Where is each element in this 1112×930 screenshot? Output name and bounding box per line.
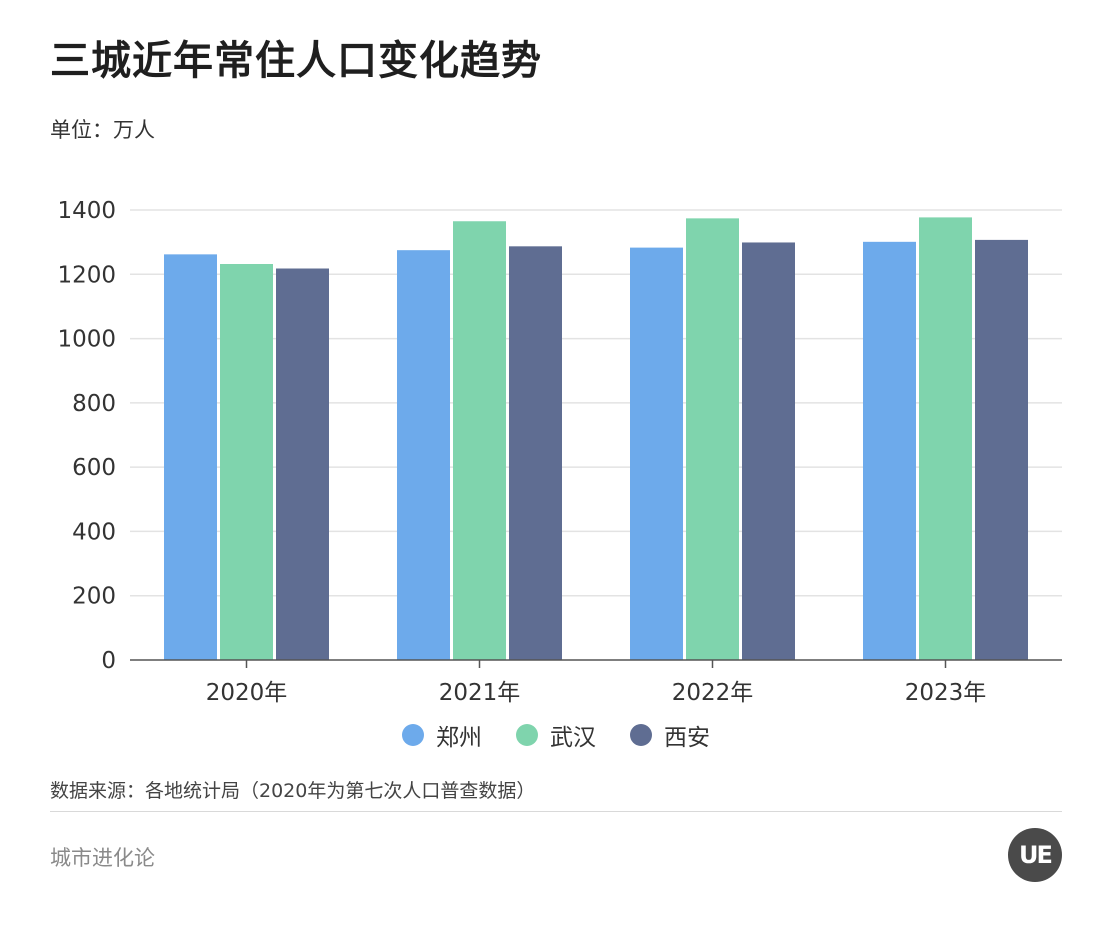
legend-dot-xian — [630, 724, 652, 746]
legend-dot-zhengzhou — [402, 724, 424, 746]
bar-1-0 — [397, 250, 450, 660]
bar-chart: 0 200 400 600 800 1000 1200 1400 2020年 2021年 2022年… — [57, 198, 1062, 706]
legend-item-wuhan: 武汉 — [516, 718, 596, 752]
y-tick-label: 1400 — [57, 198, 116, 224]
bar-3-0 — [863, 241, 916, 661]
bar-2-1 — [686, 218, 739, 660]
bar-1-1 — [453, 221, 506, 660]
x-tick-label: 2021年 — [439, 680, 521, 706]
legend-item-zhengzhou: 郑州 — [402, 718, 482, 752]
brand-name: 城市进化论 — [50, 846, 155, 870]
data-source-note: 数据来源：各地统计局（2020年为第七次人口普查数据） — [50, 780, 536, 802]
x-tick-label: 2022年 — [672, 680, 754, 706]
x-tick-label: 2023年 — [905, 680, 987, 706]
legend-label-wuhan: 武汉 — [550, 725, 596, 751]
bar-3-1 — [919, 217, 972, 660]
bar-2-0 — [630, 247, 683, 660]
footer-divider — [50, 811, 1062, 812]
brand-logo: UE — [1008, 828, 1062, 882]
bar-1-2 — [509, 246, 562, 661]
y-tick-label: 600 — [72, 455, 116, 481]
bar-2-2 — [742, 242, 795, 660]
legend-dot-wuhan — [516, 724, 538, 746]
y-tick-label: 1000 — [57, 327, 116, 353]
y-tick-label: 400 — [72, 519, 116, 545]
bars — [164, 217, 1028, 661]
axes: 0 200 400 600 800 1000 1200 1400 2020年 2021年 2022年… — [57, 198, 1062, 706]
x-tick-label: 2020年 — [206, 680, 288, 706]
bar-0-2 — [276, 268, 329, 660]
legend: 郑州 武汉 西安 — [0, 718, 1112, 752]
legend-label-zhengzhou: 郑州 — [436, 725, 482, 751]
legend-item-xian: 西安 — [630, 718, 710, 752]
chart-title: 三城近年常住人口变化趋势 — [50, 38, 542, 84]
bar-0-0 — [164, 254, 217, 660]
y-tick-label: 200 — [72, 584, 116, 610]
y-tick-label: 1200 — [57, 262, 116, 288]
y-tick-label: 800 — [72, 391, 116, 417]
bar-3-2 — [975, 239, 1028, 660]
bar-0-1 — [220, 264, 273, 660]
y-tick-label: 0 — [101, 648, 116, 674]
legend-label-xian: 西安 — [664, 725, 710, 751]
unit-label: 单位：万人 — [50, 118, 155, 142]
